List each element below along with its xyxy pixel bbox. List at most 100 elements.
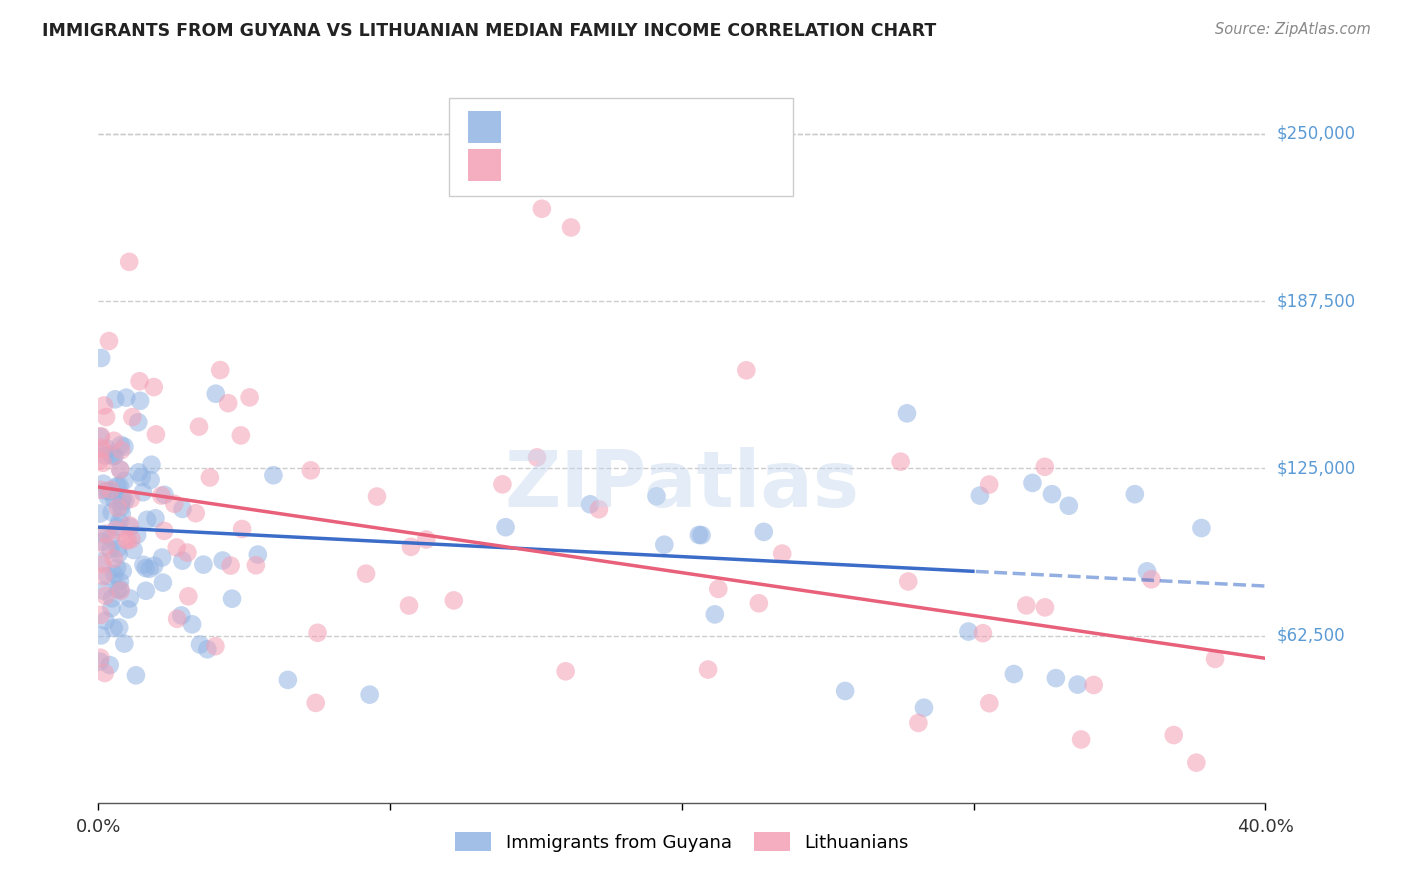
Point [142,380,165,394]
Point [299,463,322,477]
Bar [468,111,501,143]
Point [121,532,143,546]
Point [1057,499,1080,513]
Point [1191,521,1213,535]
Point [91,442,114,457]
Point [697,663,720,677]
Point [91,456,114,470]
Point [398,599,420,613]
Text: N =: N = [650,156,686,175]
Legend: Immigrants from Guyana, Lithuanians: Immigrants from Guyana, Lithuanians [449,825,915,859]
Point [107,541,129,556]
Point [103,434,125,448]
Point [188,638,211,652]
Point [1083,678,1105,692]
Point [89,507,111,521]
Point [105,479,128,493]
Point [153,488,176,502]
Point [105,561,128,575]
Point [129,393,152,408]
Point [972,626,994,640]
Point [94,614,117,628]
Point [770,547,793,561]
Point [110,438,132,452]
Point [98,334,121,348]
Point [96,526,118,541]
Point [277,673,299,687]
Text: -0.108: -0.108 [564,119,623,136]
Point [645,489,668,503]
Point [897,574,920,589]
Point [128,466,150,480]
FancyBboxPatch shape [449,98,793,196]
Point [217,396,239,410]
Point [245,558,267,573]
Point [172,502,194,516]
Point [652,538,675,552]
Point [170,608,193,623]
Point [579,497,602,511]
Point [193,558,215,572]
Point [98,484,121,499]
Point [96,442,118,456]
Point [177,589,200,603]
Point [957,624,980,639]
Point [135,583,157,598]
Point [491,477,513,491]
Point [359,688,381,702]
Point [135,561,157,575]
Point [150,489,173,503]
Point [139,473,162,487]
Point [1140,572,1163,586]
Point [1033,600,1056,615]
Point [121,410,143,425]
Point [112,474,135,488]
Point [231,522,253,536]
Point [101,591,124,606]
Point [108,582,131,596]
Point [114,493,136,508]
Point [132,485,155,500]
Point [105,520,128,534]
Point [103,551,125,566]
Text: $250,000: $250,000 [1277,125,1357,143]
Point [89,454,111,468]
Point [115,391,138,405]
Point [107,500,129,515]
Point [262,468,284,483]
Point [122,543,145,558]
Point [90,351,112,365]
Point [89,655,111,669]
Point [495,520,517,534]
Point [100,447,122,461]
Point [172,554,194,568]
Point [979,696,1001,710]
Point [94,539,117,553]
Point [141,458,163,472]
Point [588,502,610,516]
Point [188,419,211,434]
Point [96,483,118,498]
Point [91,557,114,571]
Point [91,569,114,583]
Point [735,363,758,377]
Point [239,391,262,405]
Point [163,497,186,511]
Point [1204,652,1226,666]
Point [752,524,775,539]
Point [110,443,132,458]
Point [354,566,377,581]
Point [415,533,437,547]
Point [101,450,124,464]
Point [307,625,329,640]
Point [560,220,582,235]
Point [104,523,127,537]
Point [707,582,730,596]
Point [305,696,328,710]
Point [166,541,188,555]
Point [176,546,198,560]
Point [93,399,115,413]
Point [127,415,149,429]
Point [108,574,131,589]
Point [1070,732,1092,747]
